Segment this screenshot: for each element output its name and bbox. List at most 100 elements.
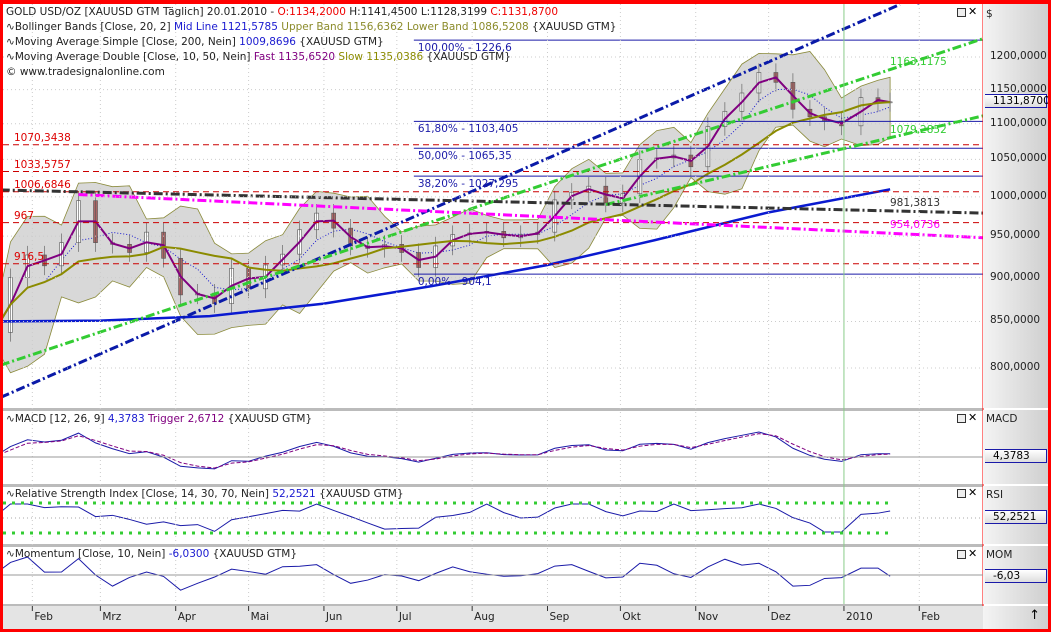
rsi-close-icon[interactable]: ✕ — [968, 486, 978, 499]
price-tick-label: 1200,0000 — [990, 50, 1047, 62]
close-icon[interactable]: ✕ — [968, 5, 978, 18]
month-label: Nov — [697, 611, 719, 623]
macd-name: MACD [12, 26, 9] — [14, 413, 105, 425]
macd-line — [3, 431, 891, 470]
month-label: Jun — [325, 611, 343, 623]
ma-fast-line — [3, 76, 891, 319]
arrow-up-icon: ↑ — [1029, 608, 1040, 623]
mom-value: -6,0300 — [168, 548, 210, 560]
rsi-marker: 52,2521 — [985, 510, 1047, 524]
price-tick-label: 1150,0000 — [990, 82, 1047, 95]
price-tick-label: 800,0000 — [990, 360, 1041, 373]
mad-suffix: {XAUUSD GTM} — [426, 51, 511, 63]
month-label: Dez — [770, 611, 791, 623]
rsi-line — [3, 503, 891, 533]
macd-close-icon[interactable]: ✕ — [968, 411, 978, 424]
bb-upper: Upper Band 1156,6362 — [281, 21, 404, 33]
rsi-name: Relative Strength Index [Close, 14, 30, … — [14, 488, 269, 500]
macd-axis[interactable] — [983, 410, 1048, 484]
mad-fast: Fast 1135,6520 — [253, 51, 336, 63]
fibonacci-label: 0,00% - 904,1 — [417, 276, 492, 289]
panel-divider — [3, 408, 983, 411]
mom-maximize-button[interactable] — [957, 550, 966, 559]
price-tick-label: 850,0000 — [990, 314, 1041, 327]
bb-lower: Lower Band 1086,5208 — [406, 21, 529, 33]
maximize-button[interactable] — [957, 8, 966, 17]
copyright: © www.tradesignalonline.com — [6, 66, 165, 78]
price-axis-label: $ — [986, 8, 993, 20]
mad-legend[interactable]: ∿Moving Average Double [Close, 10, 50, N… — [6, 51, 511, 63]
mom-suffix: {XAUUSD GTM} — [212, 548, 298, 560]
scroll-corner[interactable]: ↑ — [983, 606, 1048, 629]
mom-close-icon[interactable]: ✕ — [968, 547, 978, 560]
mom-name: Momentum [Close, 10, Nein] — [14, 548, 166, 560]
support-label: 967 — [14, 209, 35, 222]
trend-line-label: 981,3813 — [890, 196, 941, 209]
month-label: Feb — [34, 611, 53, 623]
support-label: 1006,6846 — [14, 178, 71, 191]
close-value: C:1131,8700 — [490, 6, 558, 18]
price-tick-label: 900,0000 — [990, 270, 1041, 283]
month-label: 2010 — [845, 611, 873, 623]
bb-suffix: {XAUUSD GTM} — [532, 21, 617, 33]
panel-divider — [3, 604, 983, 606]
bollinger-legend[interactable]: ∿Bollinger Bands [Close, 20, 2] Mid Line… — [6, 21, 617, 33]
trend-line — [605, 114, 983, 207]
fibonacci-label: 50,00% - 1065,35 — [417, 150, 512, 163]
trend-line-label: 954,0736 — [890, 219, 941, 232]
panel-divider — [3, 484, 983, 487]
sma-value: 1009,8696 — [239, 36, 296, 48]
month-label: Mai — [250, 611, 270, 623]
low-value: L:1128,3199 — [420, 6, 487, 18]
support-label: 1070,3438 — [14, 131, 71, 144]
mom-legend[interactable]: ∿Momentum [Close, 10, Nein] -6,0300 {XAU… — [6, 548, 298, 560]
month-label: Apr — [177, 611, 196, 623]
macd-trigger: Trigger 2,6712 — [148, 413, 225, 425]
sma-name: Moving Average Simple [Close, 200, Nein] — [14, 36, 236, 48]
rsi-legend[interactable]: ∿Relative Strength Index [Close, 14, 30,… — [6, 488, 404, 500]
sma-suffix: {XAUUSD GTM} — [299, 36, 384, 48]
mad-slow: Slow 1135,0386 — [338, 51, 424, 63]
fibonacci-label: 61,80% - 1103,405 — [417, 123, 519, 136]
rsi-maximize-button[interactable] — [957, 489, 966, 498]
macd-maximize-button[interactable] — [957, 414, 966, 423]
month-label: Feb — [921, 611, 940, 623]
month-label: Jul — [398, 611, 412, 623]
support-label: 1033,5757 — [14, 158, 71, 171]
bb-mid: Mid Line 1121,5785 — [173, 21, 278, 33]
price-axis[interactable] — [983, 4, 1048, 408]
month-label: Mrz — [102, 611, 122, 623]
momentum-line — [3, 556, 891, 591]
trend-line-label: 1163,1175 — [890, 55, 947, 68]
ma-slow-line — [3, 101, 891, 319]
mom-marker: -6,03 — [985, 569, 1047, 583]
mad-name: Moving Average Double [Close, 10, 50, Ne… — [14, 51, 251, 63]
high-value: H:1141,4500 — [349, 6, 418, 18]
price-tick-label: 1000,0000 — [990, 189, 1047, 202]
macd-axis-label: MACD — [986, 413, 1018, 425]
trend-line — [3, 188, 983, 215]
fibonacci-label: 38,20% - 1027,295 — [417, 178, 519, 191]
sma-legend[interactable]: ∿Moving Average Simple [Close, 200, Nein… — [6, 36, 384, 48]
macd-suffix: {XAUUSD GTM} — [227, 413, 313, 425]
trend-line-label: 1079,2852 — [890, 123, 947, 136]
month-label: Sep — [549, 611, 570, 623]
fibonacci-label: 100,00% - 1226,6 — [417, 42, 512, 55]
month-label: Aug — [474, 611, 495, 623]
time-axis — [3, 606, 983, 629]
macd-legend[interactable]: ∿MACD [12, 26, 9] 4,3783 Trigger 2,6712 … — [6, 413, 313, 425]
rsi-value: 52,2521 — [272, 488, 316, 500]
mom-axis-label: MOM — [986, 549, 1013, 561]
trend-line — [3, 4, 901, 398]
current-price-marker: 1131,8700 — [985, 94, 1050, 108]
trend-line — [78, 193, 983, 240]
price-tick-label: 950,0000 — [990, 229, 1041, 242]
open-value: O:1134,2000 — [277, 6, 346, 18]
macd-value: 4,3783 — [107, 413, 145, 425]
price-tick-label: 1050,0000 — [990, 152, 1047, 165]
price-panel — [3, 4, 983, 398]
trend-line — [3, 37, 983, 366]
bb-name: Bollinger Bands [Close, 20, 2] — [14, 21, 171, 33]
